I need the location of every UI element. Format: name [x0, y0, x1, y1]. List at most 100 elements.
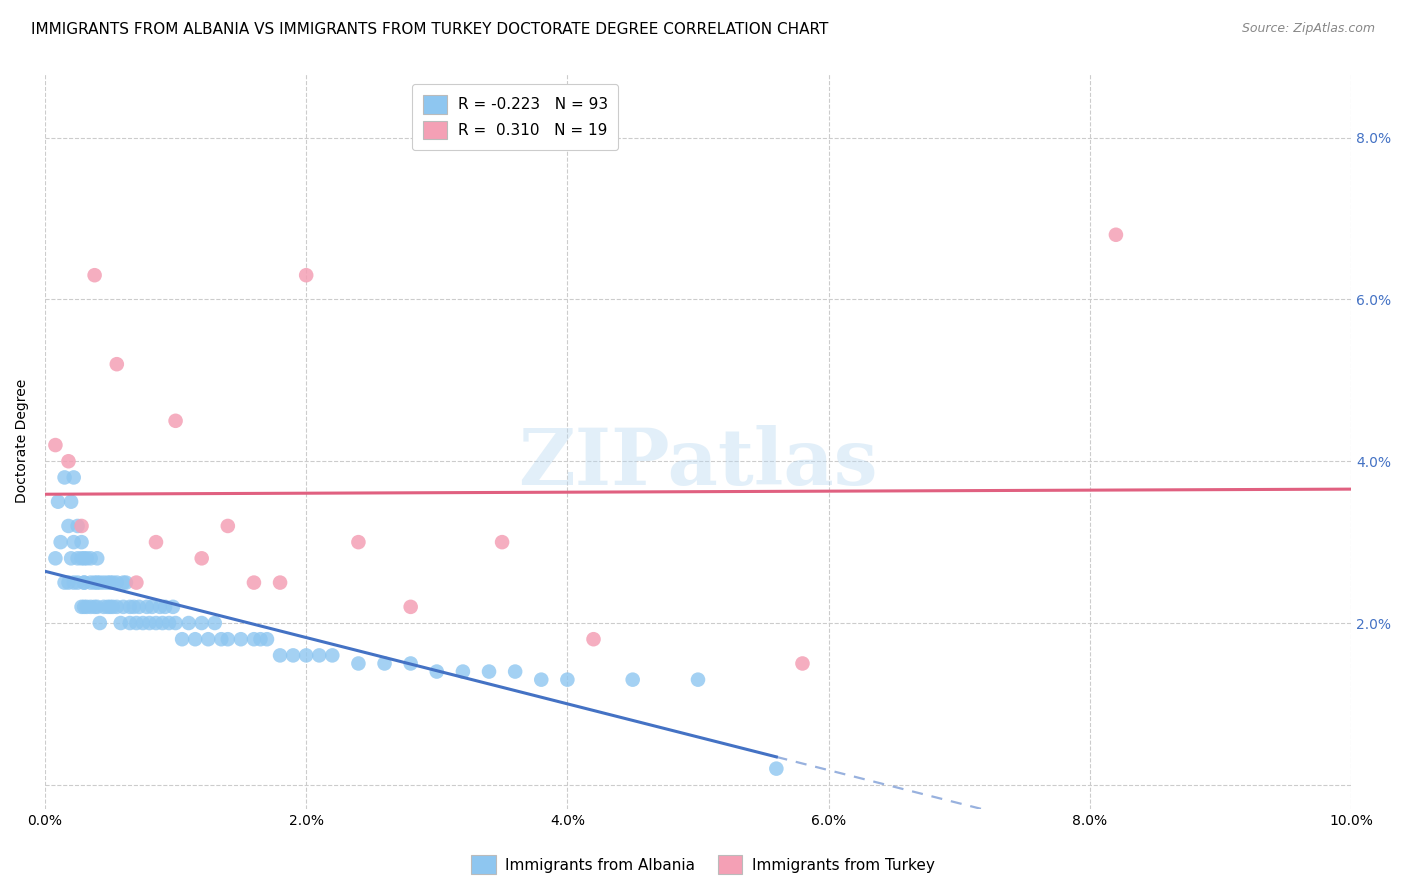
Point — [58, 575, 80, 590]
Point — [177, 615, 200, 630]
Point — [86, 575, 108, 590]
Point — [478, 665, 501, 679]
Text: IMMIGRANTS FROM ALBANIA VS IMMIGRANTS FROM TURKEY DOCTORATE DEGREE CORRELATION C: IMMIGRANTS FROM ALBANIA VS IMMIGRANTS FR… — [31, 22, 828, 37]
Point — [101, 575, 124, 590]
Point — [66, 551, 89, 566]
Point — [76, 551, 98, 566]
Point — [58, 519, 80, 533]
Point — [152, 615, 174, 630]
Point — [1105, 227, 1128, 242]
Point — [62, 535, 84, 549]
Point — [128, 599, 150, 614]
Point — [83, 268, 105, 283]
Point — [60, 494, 83, 508]
Point — [93, 599, 115, 614]
Legend: R = -0.223   N = 93, R =  0.310   N = 19: R = -0.223 N = 93, R = 0.310 N = 19 — [412, 85, 619, 150]
Point — [184, 632, 207, 647]
Point — [321, 648, 343, 663]
Point — [70, 599, 93, 614]
Point — [125, 575, 148, 590]
Point — [93, 575, 115, 590]
Point — [79, 599, 101, 614]
Point — [491, 535, 513, 549]
Point — [101, 599, 124, 614]
Point — [112, 575, 135, 590]
Point — [172, 632, 194, 647]
Point — [149, 599, 172, 614]
Point — [686, 673, 709, 687]
Point — [125, 615, 148, 630]
Point — [426, 665, 449, 679]
Point — [243, 632, 266, 647]
Text: Source: ZipAtlas.com: Source: ZipAtlas.com — [1241, 22, 1375, 36]
Point — [58, 454, 80, 468]
Point — [157, 615, 180, 630]
Point — [110, 615, 132, 630]
Point — [269, 648, 291, 663]
Point — [73, 599, 96, 614]
Point — [46, 494, 69, 508]
Point — [295, 648, 318, 663]
Point — [451, 665, 474, 679]
Point — [204, 615, 226, 630]
Point — [89, 615, 111, 630]
Text: ZIPatlas: ZIPatlas — [519, 425, 877, 501]
Point — [118, 599, 141, 614]
Point — [105, 599, 128, 614]
Point — [118, 615, 141, 630]
Point — [53, 470, 76, 484]
Point — [135, 599, 157, 614]
Point — [62, 470, 84, 484]
Point — [308, 648, 330, 663]
Point — [66, 519, 89, 533]
Point — [70, 519, 93, 533]
Y-axis label: Doctorate Degree: Doctorate Degree — [15, 379, 30, 503]
Point — [765, 762, 787, 776]
Point — [79, 551, 101, 566]
Point — [73, 575, 96, 590]
Point — [621, 673, 644, 687]
Point — [503, 665, 526, 679]
Point — [132, 615, 155, 630]
Point — [281, 648, 304, 663]
Point — [49, 535, 72, 549]
Point — [86, 599, 108, 614]
Point — [70, 535, 93, 549]
Point — [165, 414, 187, 428]
Point — [44, 551, 66, 566]
Point — [138, 615, 160, 630]
Legend: Immigrants from Albania, Immigrants from Turkey: Immigrants from Albania, Immigrants from… — [465, 849, 941, 880]
Point — [217, 632, 239, 647]
Point — [44, 438, 66, 452]
Point — [190, 551, 212, 566]
Point — [249, 632, 271, 647]
Point — [76, 599, 98, 614]
Point — [73, 551, 96, 566]
Point — [70, 551, 93, 566]
Point — [115, 575, 138, 590]
Point — [97, 599, 120, 614]
Point — [73, 575, 96, 590]
Point — [347, 657, 370, 671]
Point — [153, 599, 176, 614]
Point — [229, 632, 252, 647]
Point — [269, 575, 291, 590]
Point — [792, 657, 814, 671]
Point — [98, 599, 121, 614]
Point — [256, 632, 278, 647]
Point — [97, 575, 120, 590]
Point — [83, 599, 105, 614]
Point — [89, 575, 111, 590]
Point — [98, 575, 121, 590]
Point — [62, 575, 84, 590]
Point — [347, 535, 370, 549]
Point — [145, 535, 167, 549]
Point — [141, 599, 163, 614]
Point — [79, 575, 101, 590]
Point — [530, 673, 553, 687]
Point — [374, 657, 396, 671]
Point — [145, 615, 167, 630]
Point — [83, 575, 105, 590]
Point — [122, 599, 145, 614]
Point — [66, 575, 89, 590]
